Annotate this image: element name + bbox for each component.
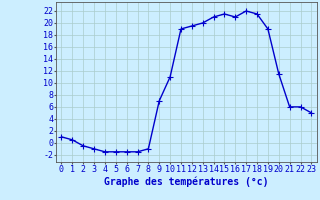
- X-axis label: Graphe des températures (°c): Graphe des températures (°c): [104, 177, 269, 187]
